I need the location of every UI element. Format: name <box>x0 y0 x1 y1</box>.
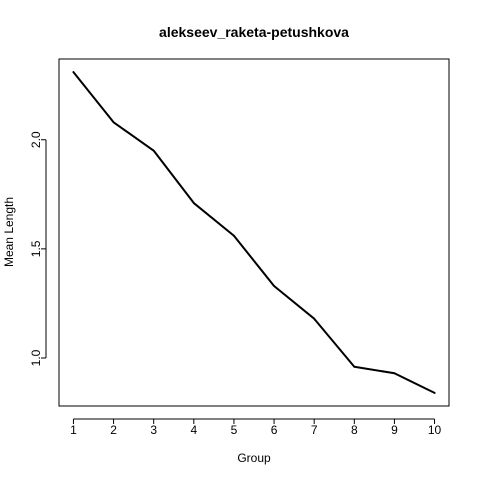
x-tick-label: 5 <box>231 423 238 437</box>
plot-frame <box>58 58 450 407</box>
x-tick-label: 3 <box>150 423 157 437</box>
data-point <box>152 149 155 152</box>
x-axis: 1 2 3 4 5 6 7 8 9 10 <box>70 418 442 437</box>
series-line-0 <box>72 71 436 394</box>
x-tick-label: 7 <box>311 423 318 437</box>
y-tick-label: 1.5 <box>29 240 43 257</box>
x-tick-label: 4 <box>190 423 197 437</box>
data-point <box>273 285 275 287</box>
y-tick-label: 1.0 <box>29 349 43 366</box>
y-axis: 1.0 1.5 2.0 <box>29 131 47 366</box>
data-point <box>192 202 195 204</box>
data-point <box>112 121 115 124</box>
data-point <box>72 71 75 73</box>
x-axis-label: Group <box>237 451 271 465</box>
y-axis-label: Mean Length <box>2 197 16 267</box>
x-tick-label: 10 <box>428 423 442 437</box>
x-tick-label: 1 <box>70 423 77 437</box>
x-tick-label: 9 <box>391 423 398 437</box>
x-tick-label: 2 <box>110 423 117 437</box>
data-point <box>233 234 235 237</box>
x-tick-label: 8 <box>351 423 358 437</box>
series-layer <box>72 71 436 394</box>
chart-title: alekseev_raketa-petushkova <box>159 24 349 40</box>
y-tick-label: 2.0 <box>29 131 43 148</box>
data-point <box>353 365 356 368</box>
x-tick-label: 6 <box>271 423 278 437</box>
data-point <box>313 317 316 320</box>
data-point <box>393 372 396 375</box>
data-point <box>433 392 436 394</box>
